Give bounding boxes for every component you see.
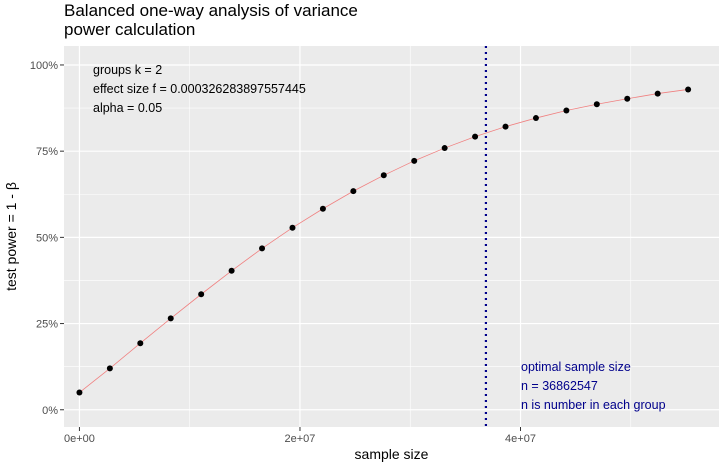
power-point bbox=[228, 267, 235, 274]
optimal-n-label: n = 36862547 bbox=[521, 379, 598, 393]
optimal-title-label: optimal sample size bbox=[521, 360, 631, 374]
parameter-annotation: groups k = 2 effect size f = 0.000326283… bbox=[93, 63, 306, 115]
effect-size-label: effect size f = 0.000326283897557445 bbox=[93, 82, 306, 96]
y-tick-label: 0% bbox=[42, 405, 58, 417]
x-tick-label: 4e+07 bbox=[505, 433, 536, 445]
power-point bbox=[289, 224, 296, 231]
x-axis-ticks: 0e+00 2e+07 4e+07 bbox=[64, 427, 536, 445]
power-point bbox=[167, 315, 174, 322]
y-tick-label: 25% bbox=[36, 319, 58, 331]
plot-panel bbox=[64, 46, 719, 427]
power-point bbox=[411, 157, 418, 164]
y-tick-label: 75% bbox=[36, 146, 58, 158]
power-point bbox=[259, 245, 266, 252]
power-point bbox=[350, 188, 357, 195]
y-tick-label: 100% bbox=[30, 60, 58, 72]
x-tick-label: 0e+00 bbox=[64, 433, 95, 445]
power-point bbox=[685, 86, 692, 93]
power-point bbox=[502, 123, 509, 130]
x-tick-label: 2e+07 bbox=[285, 433, 316, 445]
x-axis-title: sample size bbox=[355, 446, 429, 462]
power-point bbox=[106, 365, 113, 372]
power-point bbox=[76, 389, 83, 396]
power-point bbox=[137, 340, 144, 347]
power-point bbox=[563, 107, 570, 114]
chart-title-line-2: power calculation bbox=[64, 20, 195, 39]
y-tick-label: 50% bbox=[36, 232, 58, 244]
optimal-note-label: n is number in each group bbox=[521, 398, 666, 412]
alpha-label: alpha = 0.05 bbox=[93, 101, 162, 115]
power-point bbox=[624, 95, 631, 102]
chart-title-line-1: Balanced one-way analysis of variance bbox=[64, 1, 358, 20]
power-point bbox=[654, 90, 661, 97]
power-point bbox=[532, 115, 539, 122]
power-points bbox=[76, 86, 692, 396]
power-point bbox=[198, 291, 205, 298]
groups-label: groups k = 2 bbox=[93, 63, 162, 77]
power-point bbox=[472, 133, 479, 140]
power-point bbox=[319, 205, 326, 212]
major-gridlines bbox=[64, 46, 719, 427]
power-point bbox=[593, 101, 600, 108]
minor-gridlines bbox=[64, 46, 719, 427]
y-axis-ticks: 0% 25% 50% 75% 100% bbox=[30, 60, 64, 417]
y-axis-title: test power = 1 - β bbox=[3, 182, 19, 291]
optimal-annotation: optimal sample size n = 36862547 n is nu… bbox=[521, 360, 666, 412]
power-point bbox=[380, 172, 387, 179]
power-point bbox=[441, 145, 448, 152]
